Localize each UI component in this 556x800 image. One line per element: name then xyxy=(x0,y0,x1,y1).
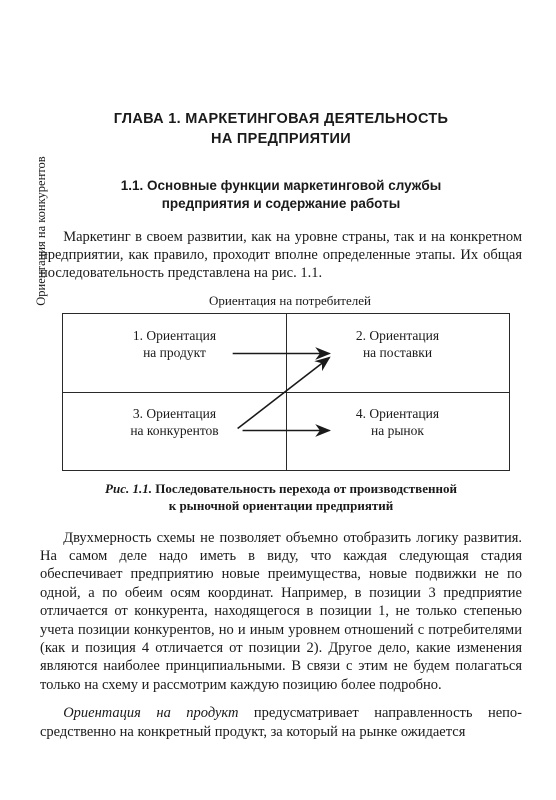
figure-caption: Рис. 1.1. Последовательность перехода от… xyxy=(40,481,522,515)
figure-1-1: Ориентация на потребителей Ориентация на… xyxy=(40,293,522,471)
axis-left-label: Ориентация на конкурентов xyxy=(34,151,49,311)
cell-1: 1. Ориентация на продукт xyxy=(63,314,286,392)
cell-3-l1: Ориентация xyxy=(146,406,216,421)
cell-1-l1: Ориентация xyxy=(146,328,216,343)
caption-line-1: Последовательность перехода от производс… xyxy=(152,481,457,496)
cell-4-num: 4. xyxy=(356,406,366,421)
cell-2: 2. Ориентация на поставки xyxy=(286,314,509,392)
chapter-title: ГЛАВА 1. МАРКЕТИНГОВАЯ ДЕЯТЕЛЬНОСТЬ НА П… xyxy=(40,110,522,149)
quadrant-box: 1. Ориентация на продукт 2. Ориентация н… xyxy=(62,313,510,471)
cell-1-l2: на продукт xyxy=(143,345,206,360)
section-line-2: предприятия и содержание работы xyxy=(162,196,400,211)
cell-1-num: 1. xyxy=(133,328,143,343)
cell-3: 3. Ориентация на конкурентов xyxy=(63,392,286,470)
cell-3-l2: на конкурентов xyxy=(130,423,218,438)
cell-2-l2: на поставки xyxy=(363,345,432,360)
cell-4-l2: на рынок xyxy=(371,423,424,438)
caption-ref: Рис. 1.1. xyxy=(105,481,152,496)
page: ГЛАВА 1. МАРКЕТИНГОВАЯ ДЕЯТЕЛЬНОСТЬ НА П… xyxy=(0,0,556,771)
cell-4-l1: Ориентация xyxy=(369,406,439,421)
paragraph-2: Двухмерность схемы не позволяет объемно … xyxy=(40,529,522,695)
cell-3-num: 3. xyxy=(133,406,143,421)
paragraph-1: Маркетинг в своем развитии, как на уровн… xyxy=(40,228,522,283)
section-title: 1.1. Основные функции маркетинговой служ… xyxy=(40,177,522,213)
paragraph-3: Ориентация на продукт предусматривает на… xyxy=(40,704,522,741)
chapter-line-1: ГЛАВА 1. МАРКЕТИНГОВАЯ ДЕЯТЕЛЬНОСТЬ xyxy=(114,111,449,127)
chapter-line-2: НА ПРЕДПРИЯТИИ xyxy=(211,131,351,147)
cell-2-num: 2. xyxy=(356,328,366,343)
cell-4: 4. Ориентация на рынок xyxy=(286,392,509,470)
paragraph-3-em: Ориентация на продукт xyxy=(63,705,238,721)
section-line-1: 1.1. Основные функции маркетинговой служ… xyxy=(121,178,441,193)
caption-line-2: к рыночной ориентации предприятий xyxy=(169,498,394,513)
axis-top-label: Ориентация на потребителей xyxy=(58,293,522,309)
cell-2-l1: Ориентация xyxy=(369,328,439,343)
